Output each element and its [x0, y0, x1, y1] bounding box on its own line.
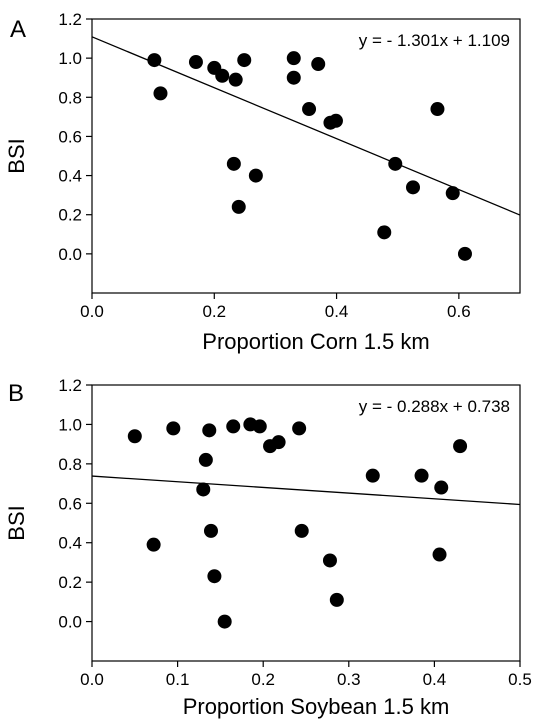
data-point: [377, 225, 392, 240]
x-tick-label: 0.4: [325, 302, 349, 321]
data-point: [166, 421, 181, 436]
regression-equation: y = - 1.301x + 1.109: [359, 31, 510, 50]
y-tick-label: 0.4: [58, 534, 82, 553]
regression-line: [91, 36, 521, 216]
y-tick-label: 0.0: [58, 245, 82, 264]
x-tick-label: 0.4: [423, 670, 447, 689]
y-axis-title: BSI: [4, 138, 29, 173]
plot-frame: [91, 384, 521, 662]
data-point: [215, 68, 230, 83]
y-axis-title: BSI: [4, 505, 29, 540]
y-tick-label: 0.2: [58, 573, 82, 592]
x-tick-label: 0.2: [202, 302, 226, 321]
y-tick-label: 1.0: [58, 49, 82, 68]
data-point: [453, 439, 468, 454]
data-point: [228, 72, 243, 87]
data-point: [231, 199, 246, 214]
data-point: [406, 180, 420, 195]
data-point: [226, 156, 241, 171]
data-point: [252, 419, 267, 434]
data-point: [329, 592, 344, 607]
y-tick-label: 0.4: [58, 167, 82, 186]
data-point: [292, 421, 307, 436]
y-tick-label: 0.6: [58, 127, 82, 146]
y-tick-label: 1.0: [58, 415, 82, 434]
data-point: [248, 168, 263, 183]
x-tick-label: 0.0: [80, 302, 104, 321]
data-point: [286, 70, 301, 85]
regression-equation: y = - 0.288x + 0.738: [359, 397, 510, 416]
data-point: [203, 523, 218, 538]
x-tick-label: 0.1: [166, 670, 190, 689]
data-point: [271, 435, 286, 450]
data-point: [388, 156, 403, 171]
data-point: [226, 419, 241, 434]
data-point: [457, 246, 472, 261]
y-tick-label: 0.2: [58, 206, 82, 225]
data-point: [445, 186, 460, 201]
data-point: [434, 480, 449, 495]
x-tick-label: 0.3: [337, 670, 361, 689]
panel-a: 0.0 0.2 0.4 0.6 0.8 1.0 1.2 0.0 0.2 0.4 0.6 y = - 1…: [4, 10, 521, 354]
data-point: [196, 482, 211, 497]
data-point: [432, 547, 447, 562]
plot-frame: [91, 18, 521, 294]
y-tick-label: 0.0: [58, 613, 82, 632]
y-tick-label: 1.2: [58, 10, 82, 29]
data-point: [302, 102, 317, 117]
x-axis-title: Proportion Soybean 1.5 km: [183, 694, 450, 719]
x-tick-label: 0.6: [447, 302, 471, 321]
y-tick-label: 0.8: [58, 455, 82, 474]
data-point: [146, 537, 161, 552]
data-point: [294, 523, 309, 538]
data-point: [322, 553, 337, 568]
x-axis-title: Proportion Corn 1.5 km: [202, 329, 429, 354]
data-point: [237, 53, 252, 68]
data-point: [207, 569, 222, 584]
data-point: [430, 102, 445, 117]
data-point: [202, 423, 217, 438]
data-point: [328, 113, 343, 128]
x-tick-label: 0.2: [251, 670, 275, 689]
data-point: [414, 468, 429, 483]
x-tick-label: 0.5: [508, 670, 532, 689]
data-point: [217, 614, 232, 629]
data-point: [286, 51, 301, 66]
data-point: [188, 55, 203, 70]
data-point: [365, 468, 380, 483]
data-point: [153, 86, 168, 101]
panel-label: A: [10, 16, 26, 43]
data-point: [147, 53, 162, 68]
panel-label: B: [8, 380, 24, 407]
y-tick-label: 1.2: [58, 376, 82, 395]
x-tick-label: 0.0: [80, 670, 104, 689]
y-tick-label: 0.6: [58, 494, 82, 513]
data-point: [311, 57, 326, 72]
y-tick-label: 0.8: [58, 88, 82, 107]
data-point: [198, 452, 213, 467]
data-point: [127, 429, 142, 444]
panel-b: 0.0 0.2 0.4 0.6 0.8 1.0 1.2 0.0 0.1 0.2 0.3 0.4 0.5 y…: [4, 376, 532, 719]
regression-line: [91, 475, 521, 506]
